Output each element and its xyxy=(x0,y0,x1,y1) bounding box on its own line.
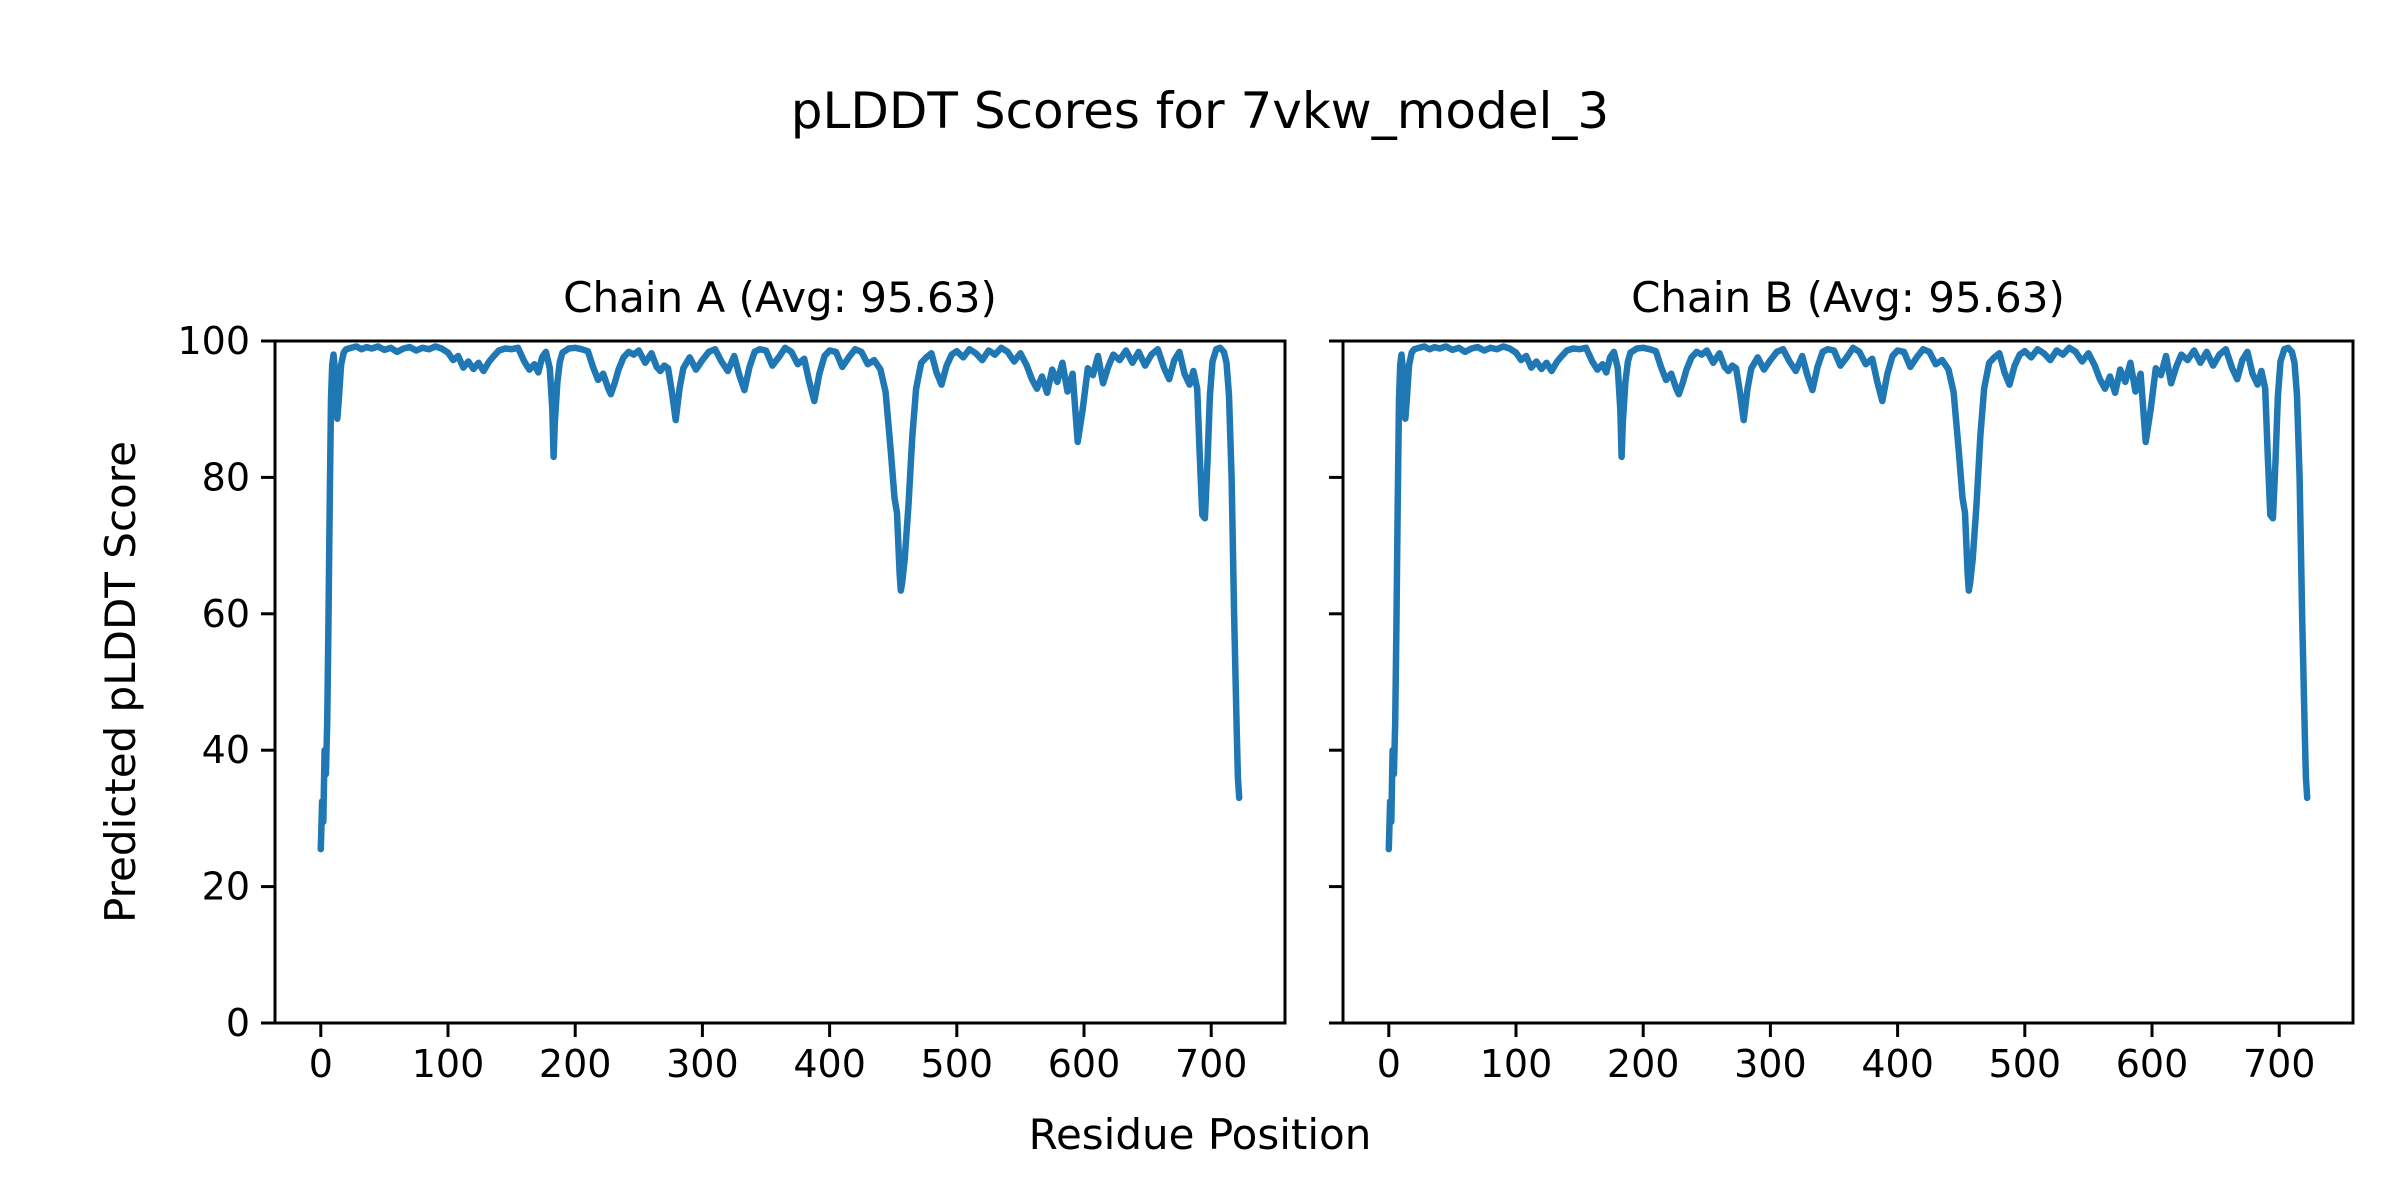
x-axis-label: Residue Position xyxy=(1028,1110,1372,1159)
x-tick-label: 700 xyxy=(2243,1042,2316,1086)
y-tick-label: 100 xyxy=(177,319,250,363)
y-tick-label: 20 xyxy=(202,865,250,909)
axes-B: 0 100 200 300 400 500 600 700 xyxy=(1329,339,2355,1086)
axes-spines xyxy=(1341,339,2355,1025)
x-tick-label: 100 xyxy=(1480,1042,1553,1086)
x-tick-label: 0 xyxy=(1377,1042,1401,1086)
axes-A: 0 100 200 300 400 500 600 700 0 20 40 60 80 100 xyxy=(177,319,1287,1086)
chain-b-title: Chain B (Avg: 95.63) xyxy=(1631,273,2065,322)
y-axis-label: Predicted pLDDT Score xyxy=(96,441,145,923)
x-tick-label: 500 xyxy=(1989,1042,2062,1086)
x-tick-label: 600 xyxy=(2116,1042,2189,1086)
x-tick-label: 400 xyxy=(1861,1042,1934,1086)
plddt-line-chain-B xyxy=(1385,343,2311,853)
plddt-line-chain-A xyxy=(317,343,1243,853)
x-tick-label: 600 xyxy=(1048,1042,1121,1086)
x-tick-label: 400 xyxy=(793,1042,866,1086)
y-tick-label: 60 xyxy=(202,592,250,636)
x-tick-label: 500 xyxy=(921,1042,994,1086)
x-tick-label: 300 xyxy=(1734,1042,1807,1086)
x-tick-label: 100 xyxy=(412,1042,485,1086)
x-tick-label: 200 xyxy=(539,1042,612,1086)
figure-title: pLDDT Scores for 7vkw_model_3 xyxy=(790,82,1610,140)
chain-a-plot: 0 100 200 300 400 500 600 700 0 20 40 60 80 100 xyxy=(177,319,1287,1086)
axes-spines xyxy=(273,339,1287,1025)
x-tick-label: 700 xyxy=(1175,1042,1248,1086)
y-tick-label: 40 xyxy=(202,728,250,772)
x-tick-label: 0 xyxy=(309,1042,333,1086)
y-tick-label: 0 xyxy=(226,1001,250,1045)
chain-b-plot: 0 100 200 300 400 500 600 700 xyxy=(1329,339,2355,1086)
chain-a-title: Chain A (Avg: 95.63) xyxy=(563,273,997,322)
x-tick-label: 200 xyxy=(1607,1042,1680,1086)
x-tick-label: 300 xyxy=(666,1042,739,1086)
y-tick-label: 80 xyxy=(202,455,250,499)
